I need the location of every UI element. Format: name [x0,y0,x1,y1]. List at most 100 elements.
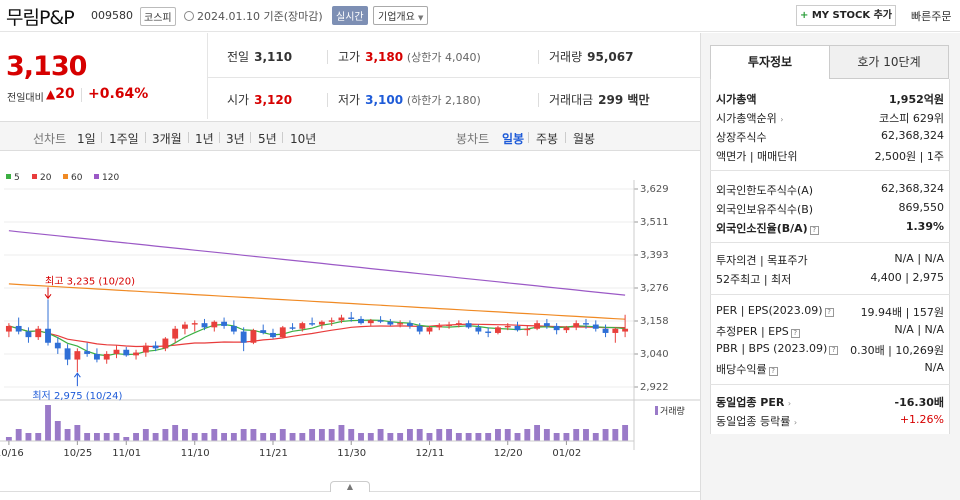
date-value: 2024.01.10 [197,10,260,23]
volume-bar [455,433,462,441]
volume-value: 95,067 [587,50,634,64]
volume-bar [230,433,237,441]
candle-body [182,324,188,329]
amount-label: 거래대금 [549,93,594,107]
low-arrowhead [73,372,81,378]
volume-bar [446,429,452,441]
price-box: 3,130 전일대비 ▲20 +0.64% [0,33,208,119]
period-3y[interactable]: 3년 [226,132,245,146]
candle-body [54,342,61,349]
volume-bar [318,429,325,441]
legend-swatch [94,174,99,179]
candle-body [406,323,413,326]
tab-investment-info[interactable]: 투자정보 [710,45,830,79]
price-chart[interactable]: 3,629 3,511 3,393 3,276 3,158 3,040 2,922 최고 3,… [0,160,700,480]
period-1y[interactable]: 1년 [195,132,214,146]
stat-divider [538,93,539,107]
candle-body [162,338,169,349]
period-10y[interactable]: 10년 [290,132,317,146]
candle-body [250,330,257,343]
volume-bar [103,433,110,441]
divider [565,132,566,143]
legend-label: 120 [102,173,120,183]
high-label: 고가 [338,50,361,64]
low-label: 저가 [338,93,361,107]
volume-bar [387,433,394,441]
volume-bar [54,421,61,441]
line-chart-label: 선차트 [33,132,67,146]
candle-monthly[interactable]: 월봉 [573,132,596,146]
candle-body [475,327,482,332]
volume-bar [592,433,599,441]
y-tick-label: 3,511 [640,217,669,228]
candle-body [485,331,492,333]
help-icon[interactable]: ? [829,346,839,355]
volume-bar [299,433,306,441]
candle-daily[interactable]: 일봉 [502,132,525,146]
tab-orderbook-10[interactable]: 호가 10단계 [829,45,949,79]
open-value: 3,120 [254,93,293,107]
info-label: 외국인보유주식수(B) [716,203,814,216]
volume-bar [553,433,560,441]
low-annotation: 최저 2,975 (10/24) [32,390,122,402]
change-percent: +0.64% [88,86,149,102]
volume-bar [514,433,521,441]
candle-body [387,321,394,325]
candle-body [446,324,452,326]
volume-bar [152,433,159,441]
volume-stat: 거래량 95,067 [549,48,633,65]
info-row-par-value: 액면가 | 매매단위 2,500원 | 1주 [716,148,944,164]
x-tick-label: 10/16 [0,448,24,459]
volume-bar [35,433,42,441]
candle-body [534,323,541,329]
candle-weekly[interactable]: 주봉 [536,132,559,146]
help-icon[interactable]: ? [824,308,834,317]
period-1w[interactable]: 1주일 [109,132,139,146]
help-icon[interactable]: ? [768,367,778,376]
period-5y[interactable]: 5년 [258,132,277,146]
stat-divider-horizontal [208,77,700,78]
candle-body [563,327,570,331]
divider [528,132,529,143]
help-icon[interactable]: ? [809,226,819,235]
period-3m[interactable]: 3개월 [152,132,182,146]
volume-bar [201,433,208,441]
info-row-sector-change[interactable]: 동일업종 등락률 › +1.26% [716,413,944,429]
quick-order-link[interactable]: 빠른주문 [911,10,952,23]
info-label: 시가총액순위 [716,112,777,125]
divider [710,384,950,385]
info-value: 869,550 [898,201,945,214]
volume-bar [221,433,228,441]
info-value: 1.39% [905,220,944,233]
volume-bar [583,429,589,441]
candle-body [367,320,374,324]
volume-swatch [655,406,658,415]
volume-bar [475,433,482,441]
info-value: 4,400 | 2,975 [870,271,944,284]
candle-body [15,325,22,332]
volume-bar [45,405,51,441]
volume-bar [563,433,570,441]
period-1d[interactable]: 1일 [77,132,96,146]
divider [101,132,102,143]
ma20-line [8,323,626,348]
clock-icon [184,11,194,21]
collapse-chart-button[interactable]: ▲ [330,481,370,492]
info-label: 상장주식수 [716,131,767,144]
help-icon[interactable]: ? [790,329,800,338]
corp-overview-dropdown[interactable]: 기업개요 ▼ [373,6,429,25]
chevron-right-icon: › [793,418,798,427]
low-stat: 저가 3,100 (하한가 2,180) [338,91,481,108]
volume-bar [406,429,413,441]
realtime-button[interactable]: 실시간 [332,6,368,25]
candle-body [123,349,130,356]
y-tick-label: 3,629 [640,184,669,195]
investment-info-panel [710,79,950,434]
high-value: 3,180 [365,50,404,64]
info-row-sector-per: 동일업종 PER › -16.30배 [716,394,944,410]
add-mystock-button[interactable]: + MY STOCK 추가 [796,5,896,26]
top-bar: 무림P&P 009580 코스피 2024.01.10 기준(장마감) 실시간 … [0,0,960,32]
divider [219,132,220,143]
info-row-market-cap-rank[interactable]: 시가총액순위 › 코스피 629위 [716,110,944,126]
ma5-line [8,319,626,357]
